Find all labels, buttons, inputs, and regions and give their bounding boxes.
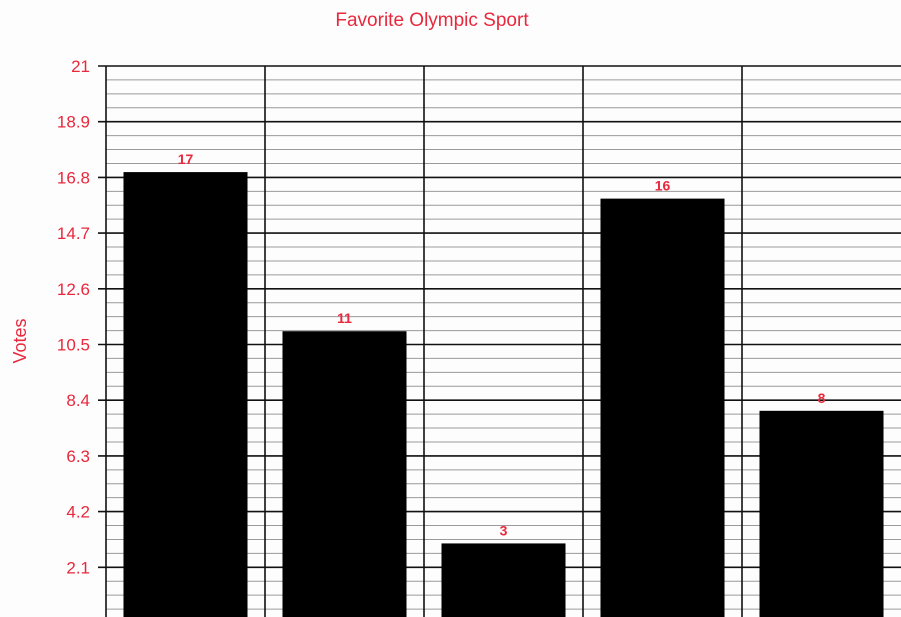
y-tick-label: 4.2 xyxy=(66,503,90,522)
bars xyxy=(123,172,884,617)
bar-value-label: 16 xyxy=(655,178,671,194)
bar-value-label: 11 xyxy=(337,310,352,326)
y-tick-label: 0 xyxy=(81,614,90,617)
y-axis-label: Votes xyxy=(10,318,30,363)
y-tick-label: 6.3 xyxy=(66,447,90,466)
y-tick-label: 21 xyxy=(71,57,90,76)
bar-value-label: 17 xyxy=(178,151,194,167)
bar-value-label: 8 xyxy=(818,390,826,406)
y-tick-label: 8.4 xyxy=(66,391,90,410)
y-tick-label: 12.6 xyxy=(57,280,90,299)
y-tick-label: 2.1 xyxy=(66,558,90,577)
bar xyxy=(441,543,566,617)
bar xyxy=(600,198,725,617)
y-tick-label: 18.9 xyxy=(57,113,90,132)
y-tick-labels: 0 2.1 4.2 6.3 8.4 10.5 12.6 14.7 16.8 18.9 21 xyxy=(57,57,90,617)
bar xyxy=(759,410,884,617)
category-dividers xyxy=(105,66,743,617)
y-tick-label: 14.7 xyxy=(57,224,90,243)
bar-value-label: 3 xyxy=(500,522,508,538)
data-labels: 17 11 3 16 8 xyxy=(178,151,826,538)
y-tick-label: 16.8 xyxy=(57,168,90,187)
bar xyxy=(282,331,407,617)
y-tick-label: 10.5 xyxy=(57,336,90,355)
chart-title: Favorite Olympic Sport xyxy=(335,10,529,31)
bar xyxy=(123,172,248,617)
